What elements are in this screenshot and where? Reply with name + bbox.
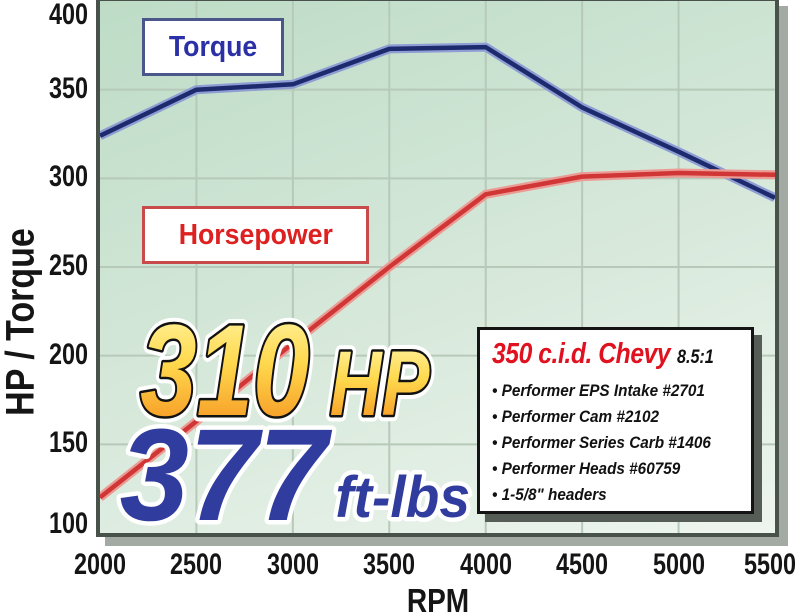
y-tick-label: 350 — [48, 71, 88, 105]
spec-compression-ratio: 8.5:1 — [676, 347, 714, 368]
spec-item: Performer Heads #60759 — [492, 456, 718, 482]
y-tick-label: 250 — [48, 249, 88, 282]
spec-item: Performer Series Carb #1406 — [492, 430, 718, 456]
plot-area — [96, 0, 779, 537]
x-tick-label: 3000 — [266, 548, 319, 581]
y-tick-label: 400 — [48, 0, 88, 31]
y-tick-label: 100 — [48, 507, 88, 540]
legend-horsepower: Horsepower — [142, 206, 369, 264]
x-tick-label: 4500 — [556, 548, 609, 581]
spec-item: Performer EPS Intake #2701 — [492, 378, 718, 404]
engine-spec-box: 350 c.i.d. Chevy 8.5:1 Performer EPS Int… — [477, 327, 754, 514]
spec-item-list: Performer EPS Intake #2701Performer Cam … — [492, 378, 743, 508]
x-tick-label: 5500 — [743, 548, 797, 581]
legend-torque: Torque — [142, 18, 284, 76]
legend-horsepower-label: Horsepower — [178, 218, 333, 251]
x-tick-label: 4000 — [459, 548, 512, 581]
y-tick-label: 300 — [48, 160, 88, 194]
y-axis-title: HP / Torque — [0, 228, 43, 416]
x-tick-label: 2000 — [73, 548, 127, 581]
legend-torque-label: Torque — [168, 30, 258, 63]
x-tick-label: 2500 — [170, 548, 223, 581]
x-axis-title: RPM — [406, 582, 470, 614]
y-tick-label: 150 — [48, 426, 88, 460]
curve-horsepower — [100, 170, 775, 500]
spec-item: Performer Cam #2102 — [492, 404, 718, 430]
spec-item: 1-5/8" headers — [492, 482, 718, 508]
spec-title-row: 350 c.i.d. Chevy 8.5:1 — [492, 338, 714, 371]
y-tick-label: 200 — [48, 337, 88, 371]
spec-title: 350 c.i.d. Chevy — [492, 338, 671, 370]
x-tick-label: 3500 — [363, 548, 416, 581]
curve-torque — [100, 44, 775, 200]
x-tick-label: 5000 — [652, 548, 705, 581]
